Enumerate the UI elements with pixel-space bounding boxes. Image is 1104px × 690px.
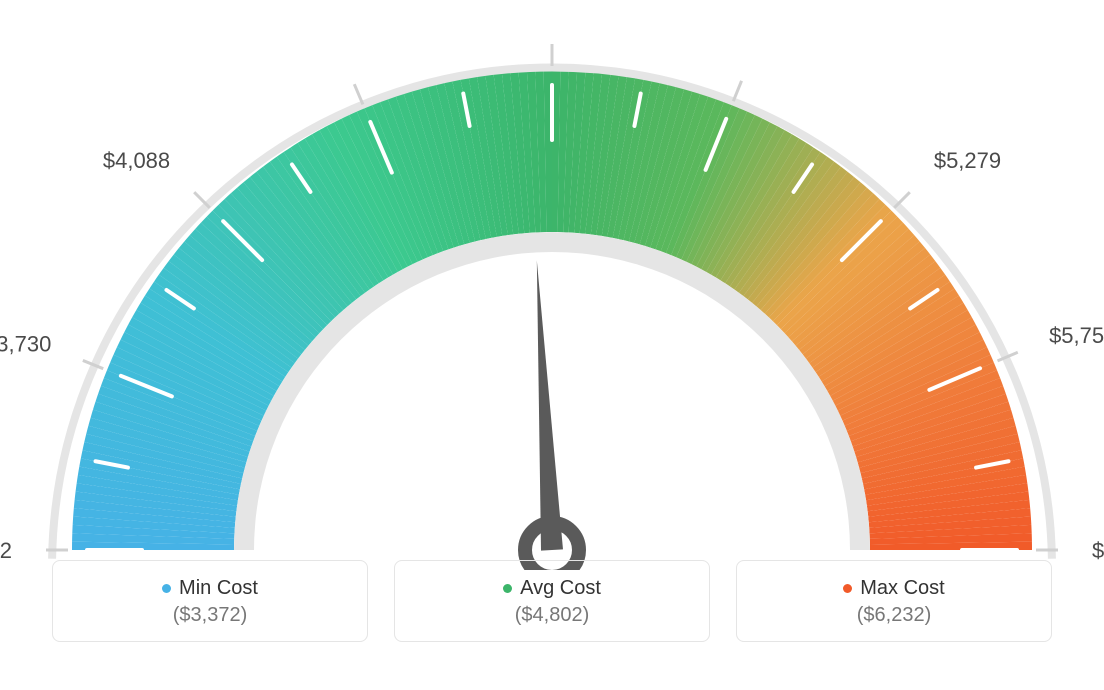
legend-label-max: Max Cost (860, 577, 944, 600)
gauge-container: $3,372$3,730$4,088$4,802$5,279$5,756$6,2… (0, 0, 1104, 560)
legend-title-min: Min Cost (162, 577, 258, 600)
gauge-tick-label: $6,232 (1092, 538, 1104, 563)
bullet-icon (503, 584, 512, 593)
legend-value-min: ($3,372) (53, 604, 367, 627)
legend-label-avg: Avg Cost (520, 577, 601, 600)
legend-value-avg: ($4,802) (395, 604, 709, 627)
legend-value-max: ($6,232) (737, 604, 1051, 627)
gauge-tick-label: $5,279 (934, 148, 1001, 173)
bullet-icon (843, 584, 852, 593)
gauge-tick-label: $3,372 (0, 538, 12, 563)
legend-title-max: Max Cost (843, 577, 944, 600)
bullet-icon (162, 584, 171, 593)
legend-card-max: Max Cost ($6,232) (736, 560, 1052, 642)
legend-label-min: Min Cost (179, 577, 258, 600)
legend-title-avg: Avg Cost (503, 577, 601, 600)
gauge-tick-label: $5,756 (1049, 323, 1104, 348)
legend-row: Min Cost ($3,372) Avg Cost ($4,802) Max … (0, 560, 1104, 642)
legend-card-avg: Avg Cost ($4,802) (394, 560, 710, 642)
gauge-tick-label: $4,088 (103, 148, 170, 173)
gauge-tick-label: $3,730 (0, 332, 51, 357)
gauge-svg: $3,372$3,730$4,088$4,802$5,279$5,756$6,2… (0, 30, 1104, 570)
legend-card-min: Min Cost ($3,372) (52, 560, 368, 642)
gauge-needle (525, 260, 579, 570)
